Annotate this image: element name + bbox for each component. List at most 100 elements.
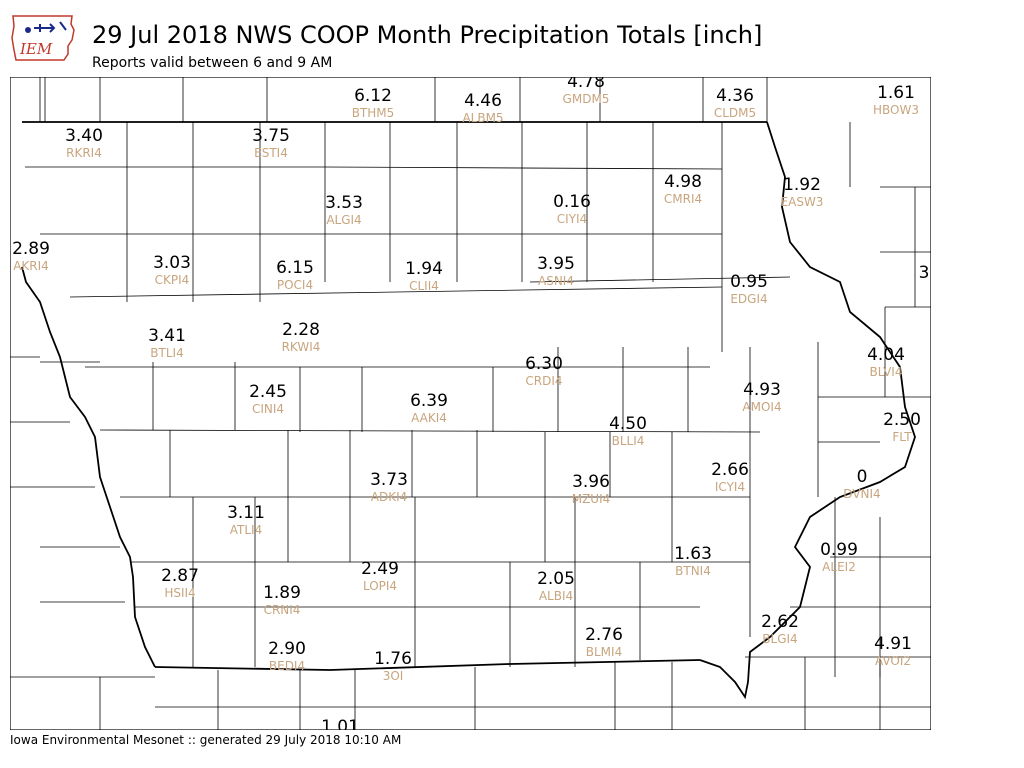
footer-credit: Iowa Environmental Mesonet :: generated … [10, 733, 402, 747]
precip-value: 1.61 [877, 83, 915, 103]
precip-value: 3.41 [148, 326, 186, 346]
precip-value: 4.98 [664, 172, 702, 192]
station-id: ALEI2 [822, 560, 856, 574]
county-line [529, 276, 791, 283]
station-id: BLVI4 [870, 365, 903, 379]
station-id: AAKI4 [411, 411, 447, 425]
precip-value: 1.01 [321, 717, 359, 730]
precip-value: 3.03 [153, 253, 191, 273]
precip-value: 0.99 [820, 540, 858, 560]
wind-barb-icon [34, 21, 67, 33]
precip-value: 3.75 [252, 126, 290, 146]
precip-value: 3.40 [65, 126, 103, 146]
precip-value: 0.95 [730, 272, 768, 292]
precip-value: 4.78 [567, 77, 605, 92]
precip-value: 0 [857, 467, 868, 487]
county-boundaries [10, 77, 931, 730]
station-id: CLII4 [409, 279, 439, 293]
precip-value: 0.16 [553, 192, 591, 212]
station-id: HBOW3 [873, 103, 919, 117]
precip-value: 4.36 [716, 86, 754, 106]
precip-value: 1.76 [374, 649, 412, 669]
station-id: ICYI4 [715, 480, 745, 494]
station-id: BTNI4 [675, 564, 711, 578]
precip-value: 2.05 [537, 569, 575, 589]
precip-value: 2.90 [268, 639, 306, 659]
county-line [69, 286, 723, 298]
station-id: CKPI4 [155, 273, 190, 287]
station-id: EDGI4 [730, 292, 767, 306]
precip-value: 2.62 [761, 612, 799, 632]
precip-value: 3.96 [572, 472, 610, 492]
station-dot-icon [25, 27, 31, 33]
precip-value: 1.94 [405, 259, 443, 279]
precip-value: 1.92 [783, 175, 821, 195]
station-id: CINI4 [252, 402, 284, 416]
map-subtitle: Reports valid between 6 and 9 AM [92, 55, 333, 71]
station-id: BLMI4 [586, 645, 622, 659]
station-id: RKRI4 [66, 146, 102, 160]
precip-value: 3 [919, 263, 930, 283]
station-id: BEDI4 [269, 659, 305, 673]
station-id: EASW3 [781, 195, 824, 209]
precip-value: 6.39 [410, 391, 448, 411]
station-id: LOPI4 [363, 579, 397, 593]
precip-value: 4.50 [609, 414, 647, 434]
station-id: AKRI4 [13, 259, 49, 273]
station-marker: 3 [919, 263, 930, 283]
station-id: ALGI4 [326, 213, 361, 227]
station-id: BLLI4 [612, 434, 645, 448]
precip-value: 2.50 [883, 410, 921, 430]
station-id: FLT [892, 430, 912, 444]
station-id: CLDM5 [714, 106, 756, 120]
precip-value: 3.73 [370, 470, 408, 490]
precip-value: 4.91 [874, 634, 912, 654]
state-boundaries [21, 121, 916, 700]
precip-value: 1.89 [263, 583, 301, 603]
station-id: CRDI4 [525, 374, 562, 388]
precip-value: 4.93 [743, 380, 781, 400]
station-id: DVNI4 [843, 487, 880, 501]
precip-value: 6.30 [525, 354, 563, 374]
station-marker: 1.01 [321, 717, 359, 730]
station-id: AMOI4 [742, 400, 781, 414]
precip-value: 2.66 [711, 460, 749, 480]
station-id: ALBI4 [539, 589, 573, 603]
precip-value: 6.12 [354, 86, 392, 106]
precip-value: 3.11 [227, 503, 265, 523]
station-id: ALBM5 [462, 111, 503, 125]
precip-value: 1.63 [674, 544, 712, 564]
precip-value: 2.87 [161, 566, 199, 586]
station-id: ADKI4 [371, 490, 408, 504]
station-id: RKWI4 [282, 340, 321, 354]
station-id: ATLI4 [230, 523, 262, 537]
station-id: GMDM5 [563, 92, 610, 106]
precip-value: 4.46 [464, 91, 502, 111]
